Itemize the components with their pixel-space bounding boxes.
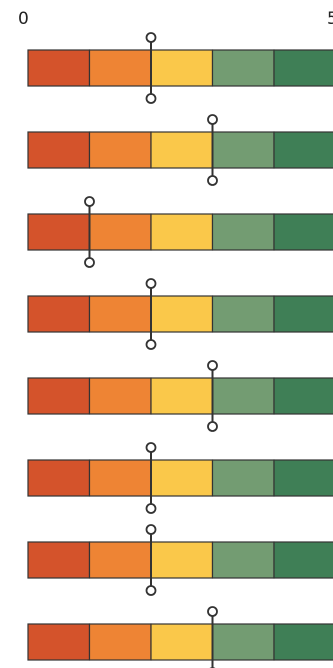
- gauge-marker-top: [145, 278, 157, 289]
- gauge-band-5: [273, 131, 333, 169]
- gauge-band-5: [273, 377, 333, 415]
- gauge-band-4: [211, 377, 275, 415]
- gauge-band-1: [27, 377, 91, 415]
- gauge-row-5: [27, 360, 333, 432]
- gauge-band-5: [273, 213, 333, 251]
- gauge-band-3: [150, 295, 214, 333]
- gauge-band-1: [27, 131, 91, 169]
- gauge-marker-top: [145, 524, 157, 535]
- gauge-band-3: [150, 541, 214, 579]
- gauge-marker-bottom: [145, 503, 157, 514]
- gauge-band-2: [88, 459, 152, 497]
- gauge-band-2: [88, 49, 152, 87]
- gauge-row-2: [27, 114, 333, 186]
- gauge-row-7: [27, 524, 333, 596]
- gauge-band-3: [150, 377, 214, 415]
- gauge-marker-top: [84, 196, 95, 207]
- gauge-marker-top: [145, 442, 157, 453]
- gauge-band-4: [211, 459, 275, 497]
- gauge-row-3: [27, 196, 333, 268]
- gauge-band-4: [211, 131, 275, 169]
- gauge-band-3: [150, 213, 214, 251]
- gauge-band-1: [27, 459, 91, 497]
- gauge-band-1: [27, 295, 91, 333]
- gauge-band-4: [211, 623, 275, 661]
- gauge-band-1: [27, 213, 91, 251]
- gauge-band-2: [88, 213, 152, 251]
- gauge-band-5: [273, 295, 333, 333]
- gauge-row-6: [27, 442, 333, 514]
- gauge-band-3: [150, 459, 214, 497]
- gauge-marker-top: [207, 360, 218, 371]
- gauge-marker-bottom: [145, 339, 157, 350]
- gauge-band-3: [150, 623, 214, 661]
- gauge-band-5: [273, 541, 333, 579]
- gauge-band-4: [211, 213, 275, 251]
- gauge-marker-bottom: [207, 175, 218, 186]
- gauge-band-5: [273, 49, 333, 87]
- gauge-row-1: [27, 32, 333, 104]
- gauge-band-2: [88, 623, 152, 661]
- gauge-marker-top: [145, 32, 157, 43]
- gauge-marker-bottom: [84, 257, 95, 268]
- gauge-rows: [27, 32, 333, 668]
- gauge-band-4: [211, 295, 275, 333]
- scale-min-label: 0: [18, 9, 29, 29]
- gauge-marker-bottom: [145, 585, 157, 596]
- gauge-band-2: [88, 377, 152, 415]
- gauge-band-1: [27, 49, 91, 87]
- gauge-marker-bottom: [207, 421, 218, 432]
- gauge-band-3: [150, 49, 214, 87]
- gauge-band-4: [211, 541, 275, 579]
- gauge-band-2: [88, 295, 152, 333]
- gauge-band-4: [211, 49, 275, 87]
- gauge-row-8: [27, 606, 333, 668]
- gauge-band-5: [273, 459, 333, 497]
- gauge-band-2: [88, 131, 152, 169]
- gauge-band-1: [27, 623, 91, 661]
- gauge-marker-bottom: [145, 93, 157, 104]
- gauge-row-4: [27, 278, 333, 350]
- gauge-band-2: [88, 541, 152, 579]
- gauge-marker-top: [207, 114, 218, 125]
- gauge-band-1: [27, 541, 91, 579]
- gauge-marker-top: [207, 606, 218, 617]
- gauge-band-5: [273, 623, 333, 661]
- scale-max-label: 5: [327, 9, 333, 29]
- gauge-band-3: [150, 131, 214, 169]
